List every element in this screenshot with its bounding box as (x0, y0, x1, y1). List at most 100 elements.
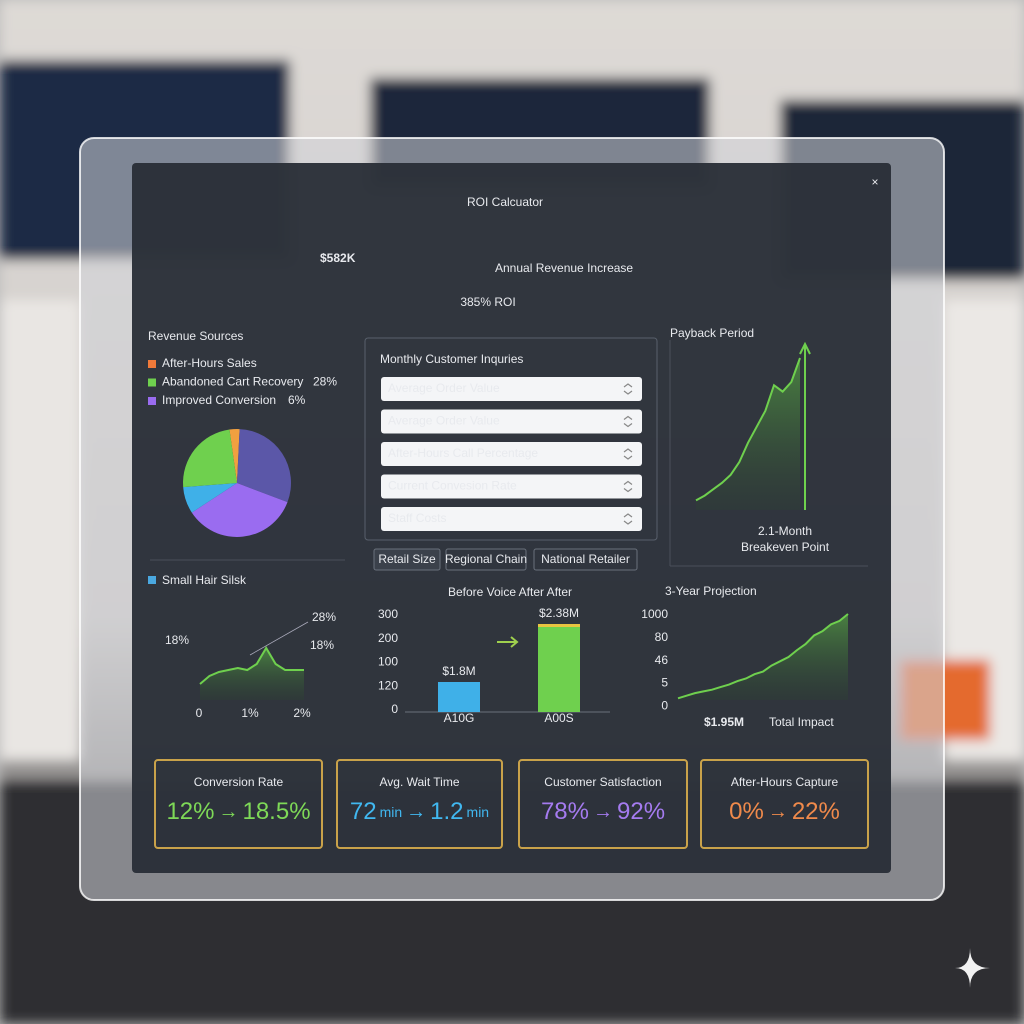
metric-title: After-Hours Capture (731, 775, 839, 789)
legend-label: After-Hours Sales (162, 356, 257, 370)
metric-from: 0% (729, 798, 764, 825)
section-title: Small Hair Silsk (162, 573, 247, 587)
option-button[interactable] (533, 548, 638, 571)
metric-value: 12% → 18.5% (166, 798, 310, 825)
area (696, 358, 800, 510)
y-tick-label: 100 (378, 655, 398, 669)
chart-label: 28% (312, 610, 336, 624)
y-tick-label: 300 (378, 607, 398, 621)
stepper-icon (623, 448, 633, 460)
stepper-icon (623, 415, 633, 428)
metric-to: 18.5% (242, 798, 310, 825)
metric-value: 0% → 22% (729, 798, 840, 825)
y-tick-label: 0 (661, 698, 668, 712)
option-button[interactable] (445, 548, 527, 571)
x-tick-label: A10G (444, 711, 475, 725)
legend-value: 28% (313, 375, 337, 389)
pie-slice (229, 429, 240, 483)
value-label: $2.38M (539, 606, 579, 620)
annotation: 2.1-Month (758, 524, 812, 538)
y-tick-label: 5 (661, 676, 668, 690)
legend-swatch (148, 576, 156, 584)
input-field[interactable] (381, 377, 642, 401)
total-label: Total Impact (769, 715, 834, 729)
metric-to: 22% (792, 798, 840, 825)
input-field[interactable] (381, 507, 642, 531)
headline-label: Annual Revenue Increase (495, 261, 633, 275)
y-tick-label: 1000 (641, 607, 668, 621)
pie-slice (183, 483, 237, 513)
value-label: $1.8M (442, 664, 475, 678)
metric-value: 78% → 92% (541, 798, 665, 825)
arrow-icon (497, 636, 519, 648)
chart-label: 18% (165, 633, 189, 647)
metric-title: Conversion Rate (194, 775, 284, 789)
metric-title: Avg. Wait Time (379, 775, 459, 789)
total-value: $1.95M (704, 715, 744, 729)
pie-slice (237, 429, 292, 503)
legend-value: 6% (288, 393, 306, 407)
legend-label: Abandoned Cart Recovery (162, 375, 303, 389)
roi: 385% ROI (460, 295, 515, 309)
line (677, 613, 849, 700)
pie-slice (191, 483, 288, 537)
pie-slice (183, 429, 237, 488)
title: ROI Calcuator (467, 195, 543, 209)
metric-from: 78% (541, 798, 589, 825)
metric-to: 1.2 (430, 798, 463, 825)
close-button[interactable]: × (871, 175, 878, 189)
metric-from: 12% (166, 798, 214, 825)
metric-title: Customer Satisfaction (544, 775, 661, 789)
line (199, 646, 304, 685)
bar (438, 682, 480, 712)
input-field[interactable] (381, 409, 642, 434)
section-title: 3-Year Projection (665, 584, 757, 598)
x-tick-label: 2% (293, 706, 311, 720)
area (678, 614, 848, 700)
area (200, 648, 304, 700)
bar-cap (538, 624, 580, 627)
input-label: Staff Costs (388, 511, 446, 525)
headline-value: $582K (320, 251, 356, 265)
x-tick-label: 1% (241, 706, 259, 720)
option-label: National Retailer (541, 552, 630, 566)
section-title: Revenue Sources (148, 329, 243, 343)
metric-arrow: → (218, 801, 238, 823)
y-tick-label: 120 (378, 678, 398, 692)
metric-to: 92% (617, 798, 665, 825)
input-label: Average Order Value (388, 414, 500, 428)
x-tick-label: A00S (544, 711, 573, 725)
input-label: After-Hours Call Percentage (388, 446, 538, 460)
stepper-icon (623, 480, 633, 493)
metric-from: 72 (350, 798, 377, 825)
input-field[interactable] (381, 442, 642, 466)
legend-swatch (148, 397, 156, 405)
legend-swatch (148, 360, 156, 368)
sparkle-icon (955, 948, 990, 988)
option-button[interactable] (373, 548, 441, 571)
option-label: Regional Chain (445, 552, 527, 566)
metric-arrow: → (768, 801, 788, 823)
metric-card (700, 759, 869, 849)
stepper-icon (623, 383, 633, 395)
metric-card (336, 759, 503, 849)
legend-swatch (148, 378, 156, 387)
pointer (249, 621, 309, 656)
stepper-icon (623, 513, 633, 525)
y-tick-label: 80 (655, 630, 669, 644)
annotation: Breakeven Point (741, 540, 830, 554)
input-field[interactable] (381, 474, 642, 499)
section-title: Before Voice After After (448, 585, 572, 599)
input-label: Average Order Value (388, 381, 500, 395)
metric-card (154, 759, 323, 849)
chart-label: 18% (310, 638, 334, 652)
y-tick-label: 0 (391, 702, 398, 716)
y-tick-label: 200 (378, 631, 398, 645)
x-tick-label: 0 (196, 706, 203, 720)
form-title: Monthly Customer Inquries (380, 352, 523, 366)
y-tick-label: 46 (655, 653, 669, 667)
input-label: Current Convesion Rate (388, 479, 517, 493)
metric-card (518, 759, 688, 849)
